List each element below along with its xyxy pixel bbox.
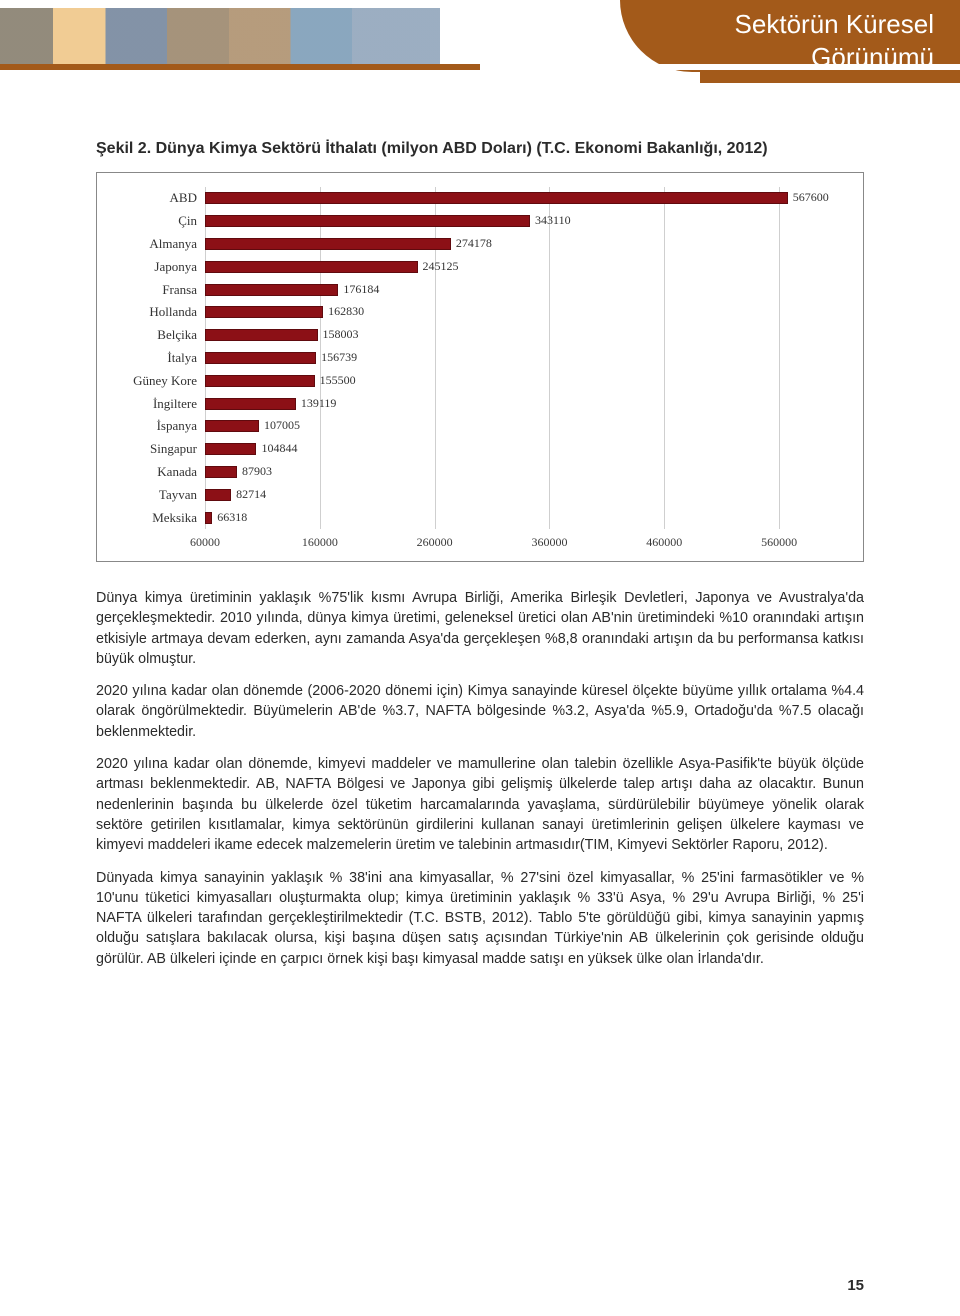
chart-bar-track: 107005 [205, 420, 845, 432]
chart-row: Hollanda162830 [115, 301, 845, 324]
chart-bar-track: 245125 [205, 261, 845, 273]
chart-category-label: Tayvan [115, 487, 205, 503]
chart-bar-track: 162830 [205, 306, 845, 318]
chart-category-label: Kanada [115, 464, 205, 480]
header-underline [0, 64, 960, 70]
chart-category-label: İngiltere [115, 396, 205, 412]
chart-value-label: 567600 [793, 190, 829, 205]
chart-bar-track: 567600 [205, 192, 845, 204]
chart-x-tick: 560000 [761, 535, 797, 550]
chart-bar: 176184 [205, 284, 338, 296]
chart-category-label: Fransa [115, 282, 205, 298]
chart-value-label: 245125 [423, 259, 459, 274]
chart-x-tick: 360000 [531, 535, 567, 550]
chart-bar: 66318 [205, 512, 212, 524]
chart-bar: 156739 [205, 352, 316, 364]
chart-bar-track: 66318 [205, 512, 845, 524]
page-header: Sektörün Küresel Görünümü [0, 0, 960, 72]
chart-bar-track: 82714 [205, 489, 845, 501]
chart-category-label: Meksika [115, 510, 205, 526]
chart-row: Kanada87903 [115, 461, 845, 484]
chart-bar: 567600 [205, 192, 788, 204]
chart-category-label: Japonya [115, 259, 205, 275]
header-title-block: Sektörün Küresel Görünümü [620, 0, 960, 83]
chart-row: Çin343110 [115, 210, 845, 233]
chart-bar: 245125 [205, 261, 418, 273]
chart-category-label: ABD [115, 190, 205, 206]
chart-bar: 343110 [205, 215, 530, 227]
chart-x-tick: 60000 [190, 535, 220, 550]
page-content: Şekil 2. Dünya Kimya Sektörü İthalatı (m… [96, 140, 864, 981]
chart-x-tick: 460000 [646, 535, 682, 550]
chart-row: İspanya107005 [115, 415, 845, 438]
chart-value-label: 107005 [264, 418, 300, 433]
chart-bar: 87903 [205, 466, 237, 478]
chart-bar-track: 104844 [205, 443, 845, 455]
chart-value-label: 176184 [343, 282, 379, 297]
chart-value-label: 343110 [535, 213, 571, 228]
chart-row: Güney Kore155500 [115, 369, 845, 392]
paragraph-1: Dünya kimya üretiminin yaklaşık %75'lik … [96, 588, 864, 669]
chart-row: Belçika158003 [115, 324, 845, 347]
chart-x-axis: 60000 160000 260000 360000 460000 560000 [115, 533, 845, 555]
chart-x-tick: 160000 [302, 535, 338, 550]
chart-bar-track: 158003 [205, 329, 845, 341]
chart-bar: 274178 [205, 238, 451, 250]
page-number: 15 [847, 1277, 864, 1294]
chart-plot-area: ABD567600Çin343110Almanya274178Japonya24… [115, 187, 845, 529]
chart-value-label: 162830 [328, 304, 364, 319]
chart-bar: 158003 [205, 329, 318, 341]
chart-value-label: 87903 [242, 464, 272, 479]
chart-category-label: İspanya [115, 418, 205, 434]
chart-bar: 82714 [205, 489, 231, 501]
header-title: Sektörün Küresel Görünümü [700, 0, 960, 83]
bar-chart: ABD567600Çin343110Almanya274178Japonya24… [96, 172, 864, 562]
paragraph-4: Dünyada kimya sanayinin yaklaşık % 38'in… [96, 868, 864, 969]
chart-value-label: 158003 [323, 327, 359, 342]
chart-row: ABD567600 [115, 187, 845, 210]
chart-bar: 162830 [205, 306, 323, 318]
chart-row: İngiltere139119 [115, 392, 845, 415]
chart-bar: 107005 [205, 420, 259, 432]
chart-row: Japonya245125 [115, 255, 845, 278]
chart-category-label: Hollanda [115, 304, 205, 320]
figure-title: Şekil 2. Dünya Kimya Sektörü İthalatı (m… [96, 140, 864, 158]
chart-row: Meksika66318 [115, 506, 845, 529]
chart-value-label: 104844 [261, 441, 297, 456]
chart-value-label: 66318 [217, 510, 247, 525]
chart-category-label: Almanya [115, 236, 205, 252]
chart-value-label: 155500 [320, 373, 356, 388]
chart-category-label: İtalya [115, 350, 205, 366]
chart-row: Singapur104844 [115, 438, 845, 461]
chart-row: Fransa176184 [115, 278, 845, 301]
chart-bar: 155500 [205, 375, 315, 387]
body-text: Dünya kimya üretiminin yaklaşık %75'lik … [96, 588, 864, 969]
chart-category-label: Singapur [115, 441, 205, 457]
chart-bar: 139119 [205, 398, 296, 410]
chart-x-tick: 260000 [417, 535, 453, 550]
chart-value-label: 274178 [456, 236, 492, 251]
chart-bar-track: 139119 [205, 398, 845, 410]
chart-value-label: 139119 [301, 396, 337, 411]
paragraph-3: 2020 yılına kadar olan dönemde, kimyevi … [96, 754, 864, 855]
header-photo-strip [0, 8, 440, 64]
header-curve [620, 0, 700, 72]
chart-row: Tayvan82714 [115, 483, 845, 506]
chart-bar-track: 176184 [205, 284, 845, 296]
header-title-line1: Sektörün Küresel [735, 9, 934, 39]
chart-bar: 104844 [205, 443, 256, 455]
paragraph-2: 2020 yılına kadar olan dönemde (2006-202… [96, 681, 864, 742]
chart-row: Almanya274178 [115, 233, 845, 256]
chart-category-label: Çin [115, 213, 205, 229]
chart-bar-track: 87903 [205, 466, 845, 478]
chart-bar-track: 274178 [205, 238, 845, 250]
chart-value-label: 156739 [321, 350, 357, 365]
chart-bar-track: 156739 [205, 352, 845, 364]
chart-category-label: Belçika [115, 327, 205, 343]
chart-bar-track: 155500 [205, 375, 845, 387]
chart-bar-track: 343110 [205, 215, 845, 227]
chart-row: İtalya156739 [115, 347, 845, 370]
chart-value-label: 82714 [236, 487, 266, 502]
chart-category-label: Güney Kore [115, 373, 205, 389]
